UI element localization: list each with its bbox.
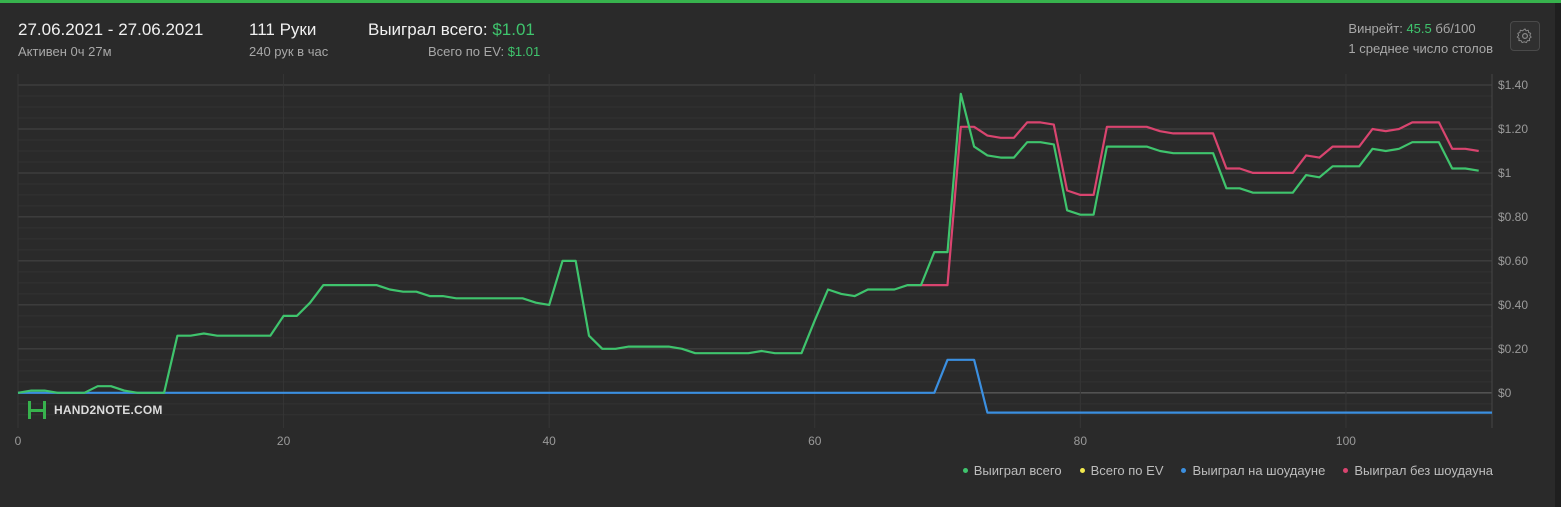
series-line	[17, 92, 1479, 394]
hands-per-hour: 240 рук в час	[249, 44, 329, 59]
date-range: 27.06.2021 - 27.06.2021	[18, 20, 204, 39]
x-tick-label: 60	[808, 434, 822, 448]
legend-item-showdown[interactable]: Выиграл на шоудауне	[1181, 463, 1325, 478]
winrate-suffix: бб/100	[1435, 21, 1476, 36]
x-tick-label: 20	[277, 434, 291, 448]
ev-total: Всего по EV: $1.01	[368, 44, 540, 59]
x-tick-label: 0	[15, 434, 22, 448]
won-block: Выиграл всего: $1.01 Всего по EV: $1.01	[368, 20, 540, 59]
legend-dot	[1181, 468, 1187, 473]
y-tick-label: $1	[1498, 166, 1512, 180]
legend-dot	[962, 468, 968, 473]
won-total-label: Выиграл всего:	[368, 20, 488, 39]
avg-tables: 1 среднее число столов	[1348, 41, 1493, 56]
legend-item-won-total[interactable]: Выиграл всего	[962, 463, 1062, 478]
winrate: Винрейт: 45.5 бб/100	[1348, 21, 1493, 36]
legend-label: Выиграл на шоудауне	[1192, 463, 1326, 478]
legend-item-ev[interactable]: Всего по EV	[1079, 463, 1164, 478]
hands-count: 111 Руки	[249, 20, 317, 39]
y-tick-label: $0	[1498, 386, 1512, 400]
won-total-value: $1.01	[492, 20, 535, 39]
active-time: Активен 0ч 27м	[18, 44, 112, 59]
series-line	[907, 121, 1479, 287]
y-tick-label: $0.60	[1498, 254, 1528, 268]
legend-item-non-showdown[interactable]: Выиграл без шоудауна	[1343, 463, 1493, 478]
settings-button[interactable]	[1510, 21, 1540, 51]
stats-panel: 27.06.2021 - 27.06.2021 Активен 0ч 27м 1…	[0, 3, 1555, 507]
hand2note-logo: HAND2NOTE.COM	[26, 399, 163, 421]
right-scroll-strip	[1555, 3, 1561, 507]
legend-label: Всего по EV	[1090, 463, 1164, 478]
logo-text: HAND2NOTE.COM	[54, 403, 163, 417]
hands-block: 111 Руки 240 рук в час	[249, 20, 328, 59]
legend-dot	[1343, 468, 1349, 473]
x-tick-label: 40	[542, 434, 556, 448]
series-line	[18, 358, 1492, 414]
gear-icon	[1516, 28, 1532, 44]
legend-label: Выиграл без шоудауна	[1354, 463, 1493, 478]
y-tick-label: $1.20	[1498, 122, 1528, 136]
legend-dot	[1079, 468, 1085, 473]
won-total: Выиграл всего: $1.01	[368, 20, 540, 40]
chart-legend: Выиграл всего Всего по EV Выиграл на шоу…	[962, 463, 1493, 478]
ev-total-value: $1.01	[507, 44, 541, 59]
winrate-block: Винрейт: 45.5 бб/100 1 среднее число сто…	[1348, 21, 1493, 56]
y-tick-label: $0.40	[1498, 298, 1528, 312]
date-block: 27.06.2021 - 27.06.2021 Активен 0ч 27м	[18, 20, 203, 59]
y-tick-label: $1.40	[1498, 78, 1528, 92]
x-tick-label: 80	[1074, 434, 1088, 448]
x-tick-label: 100	[1336, 434, 1356, 448]
y-tick-label: $0.20	[1498, 342, 1528, 356]
h2n-logo-icon	[28, 401, 46, 419]
ev-total-label: Всего по EV:	[428, 44, 505, 59]
winrate-value: 45.5	[1406, 21, 1432, 36]
y-tick-label: $0.80	[1498, 210, 1528, 224]
winrate-label: Винрейт:	[1348, 21, 1403, 36]
legend-label: Выиграл всего	[973, 463, 1062, 478]
top-accent-bar	[0, 0, 1561, 3]
